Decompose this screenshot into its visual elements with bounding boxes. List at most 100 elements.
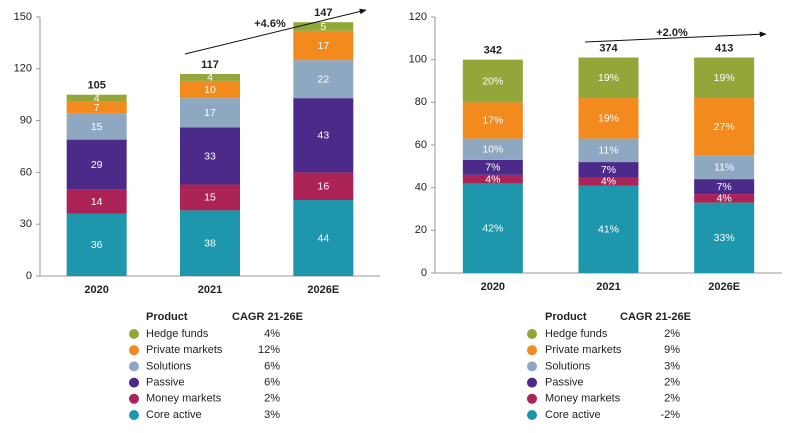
legend-cagr: 12% <box>258 344 280 356</box>
bar-segment <box>66 113 127 140</box>
bar-value-label: 7% <box>717 181 732 193</box>
bar-segment <box>462 174 523 184</box>
legend-cagr: 2% <box>664 377 680 389</box>
x-tick-label: 2026E <box>708 281 740 293</box>
bar-value-label: 7 <box>94 102 100 114</box>
bar-value-label: 38 <box>204 237 216 249</box>
legend-label: Solutions <box>545 360 591 372</box>
bar-value-label: 15 <box>204 192 216 204</box>
legend-label: Money markets <box>146 393 222 405</box>
total-label: 105 <box>87 80 105 92</box>
legend-label: Hedge funds <box>146 328 209 340</box>
legend-cagr: 3% <box>664 360 680 372</box>
legend-label: Passive <box>545 377 584 389</box>
x-tick-label: 2020 <box>84 284 108 296</box>
bar-value-label: 17 <box>317 40 329 52</box>
legend-header: Product <box>545 311 587 323</box>
legend-swatch <box>527 361 537 372</box>
legend-label: Hedge funds <box>545 328 608 340</box>
x-tick-label: 2020 <box>481 281 505 293</box>
bar-segment <box>293 200 354 276</box>
legend-cagr: 6% <box>264 377 280 389</box>
bar-segment <box>462 138 523 160</box>
growth-arrow <box>184 8 367 55</box>
bar-segment <box>462 102 523 139</box>
bar-value-label: 42% <box>482 222 503 234</box>
legend-swatch <box>527 377 537 388</box>
y-tick-label: 60 <box>20 166 32 178</box>
bar-value-label: 10 <box>204 84 216 96</box>
y-tick-label: 90 <box>20 115 32 127</box>
bar-value-label: 4% <box>717 193 732 205</box>
bar-segment <box>293 172 354 201</box>
bar-value-label: 14 <box>91 196 103 208</box>
bar-value-label: 4 <box>94 92 100 104</box>
bar-segment <box>578 98 639 139</box>
bar-value-label: 15 <box>91 121 103 133</box>
bar-segment <box>66 139 127 190</box>
bar-segment <box>180 73 240 81</box>
legend-cagr: 2% <box>664 393 680 405</box>
bar-segment <box>293 30 354 61</box>
legend-header: CAGR 21-26E <box>620 311 691 323</box>
bar-segment <box>578 177 639 186</box>
bar-value-label: 29 <box>91 159 103 171</box>
x-tick-label: 2026E <box>307 284 339 296</box>
growth-annotation: +4.6% <box>254 18 286 30</box>
bar-segment <box>66 94 127 102</box>
legend-cagr: -2% <box>660 409 680 421</box>
bar-segment <box>462 159 523 175</box>
bar-segment <box>293 22 354 31</box>
bar-value-label: 17% <box>482 115 503 127</box>
bar-segment <box>694 194 755 203</box>
bar-value-label: 43 <box>317 130 329 142</box>
bar-segment <box>578 138 639 163</box>
y-tick-label: 80 <box>415 96 427 108</box>
legend-cagr: 2% <box>664 328 680 340</box>
bar-value-label: 4% <box>601 176 616 188</box>
total-label: 374 <box>599 42 618 54</box>
x-tick-label: 2021 <box>198 284 222 296</box>
bar-segment <box>578 162 639 177</box>
legend-label: Passive <box>146 377 185 389</box>
legend-label: Private markets <box>146 344 223 356</box>
bar-segment <box>578 57 639 99</box>
bar-segment <box>180 80 240 99</box>
bar-value-label: 36 <box>91 239 103 251</box>
legend-cagr: 6% <box>264 360 280 372</box>
growth-annotation: +2.0% <box>656 27 688 39</box>
total-label: 342 <box>484 45 502 57</box>
bar-value-label: 19% <box>714 72 735 84</box>
bar-value-label: 11% <box>598 145 618 157</box>
bar-value-label: 19% <box>598 72 619 84</box>
legend-header: Product <box>146 311 188 323</box>
bar-segment <box>180 184 240 211</box>
legend-label: Money markets <box>545 393 621 405</box>
bar-segment <box>578 185 639 273</box>
growth-arrow <box>584 31 767 43</box>
legend-swatch <box>527 410 537 420</box>
bar-value-label: 17 <box>204 107 216 119</box>
bar-segment <box>694 155 755 180</box>
legend-label: Solutions <box>146 360 192 372</box>
legend-label: Core active <box>146 409 202 421</box>
y-tick-label: 60 <box>415 139 427 151</box>
bar-value-label: 44 <box>317 232 329 244</box>
legend-swatch <box>527 329 537 339</box>
total-label: 147 <box>314 7 332 19</box>
bar-segment <box>180 127 240 185</box>
legend-label: Core active <box>545 409 601 421</box>
bar-value-label: 10% <box>482 144 503 156</box>
bar-segment <box>66 189 127 214</box>
y-tick-label: 150 <box>14 11 32 23</box>
x-tick-label: 2021 <box>596 281 620 293</box>
legend-cagr: 4% <box>264 328 280 340</box>
bar-segment <box>694 179 755 195</box>
legend-cagr: 3% <box>264 409 280 421</box>
legend-swatch <box>129 329 139 339</box>
bar-segment <box>293 60 354 99</box>
y-tick-label: 120 <box>14 63 32 75</box>
total-label: 117 <box>201 59 219 71</box>
bar-value-label: 16 <box>317 180 329 192</box>
